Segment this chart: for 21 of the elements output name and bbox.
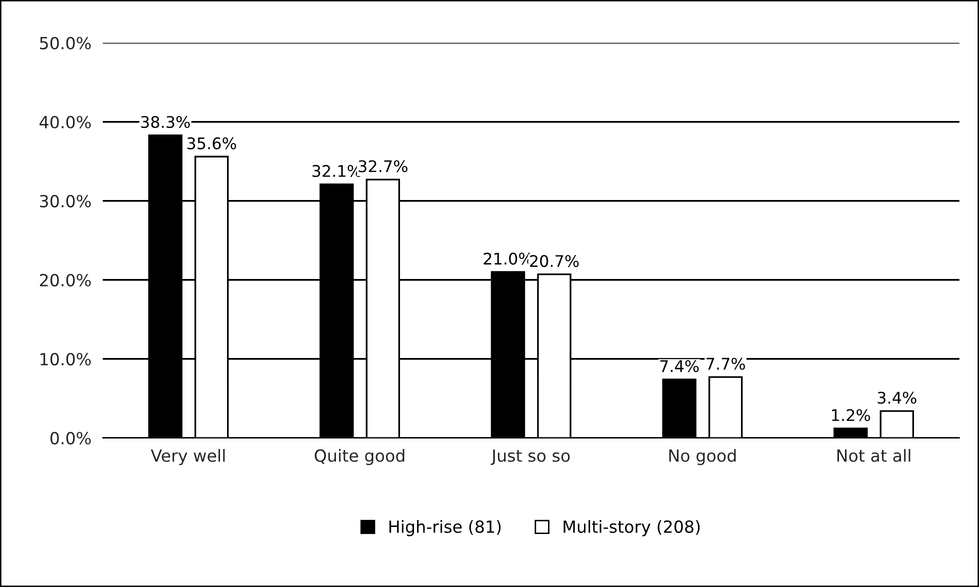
data-label: 1.2% bbox=[832, 409, 870, 422]
legend-label: High-rise (81) bbox=[389, 520, 501, 536]
data-label: 35.6% bbox=[187, 137, 236, 150]
data-label: 7.7% bbox=[706, 358, 745, 370]
y-tick-label: 20.0% bbox=[40, 274, 91, 286]
x-tick-label: Quite good bbox=[314, 449, 404, 466]
y-tick-label: 30.0% bbox=[40, 194, 91, 208]
data-label: 38.3% bbox=[141, 116, 190, 128]
data-label: 20.7% bbox=[530, 255, 579, 268]
y-tick-label: 40.0% bbox=[40, 116, 91, 128]
x-tick-label: Very well bbox=[150, 449, 225, 466]
legend-label: Multi-story (208) bbox=[564, 520, 700, 536]
data-label: 7.4% bbox=[660, 360, 699, 372]
x-tick-label: Not at all bbox=[837, 449, 910, 462]
y-tick-label: 0.0% bbox=[50, 432, 91, 444]
y-tick-label: 50.0% bbox=[40, 36, 91, 50]
y-tick-label: 10.0% bbox=[40, 352, 91, 366]
x-tick-label: Just so so bbox=[490, 450, 570, 466]
data-label: 32.7% bbox=[358, 160, 408, 172]
x-tick-label: No good bbox=[669, 449, 736, 466]
data-label: 3.4% bbox=[878, 392, 916, 404]
